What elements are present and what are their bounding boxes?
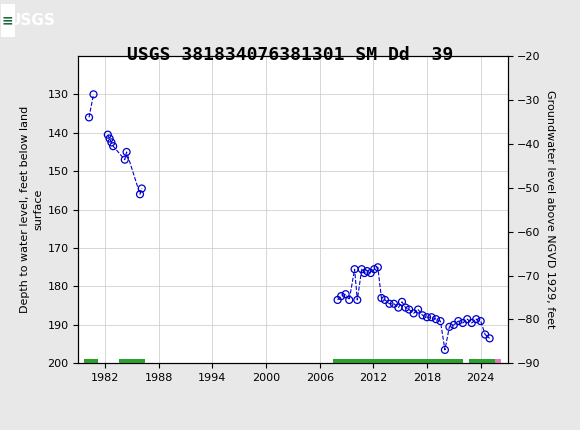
Point [366,270,375,276]
Point [454,318,463,325]
Point [350,266,359,273]
Point [103,131,113,138]
Point [105,135,114,142]
Point [480,331,490,338]
Point [345,297,354,304]
Point [445,323,454,330]
Point [418,312,427,319]
Point [458,319,467,326]
Y-axis label: Depth to water level, feet below land
surface: Depth to water level, feet below land su… [20,106,44,313]
Point [427,314,436,321]
Point [137,185,146,192]
Point [397,298,407,305]
Bar [469,359,495,363]
Point [463,316,472,322]
Point [394,304,403,311]
Bar [495,359,501,363]
Point [401,304,410,311]
Point [472,316,481,322]
Point [369,266,379,273]
Point [108,143,118,150]
Point [357,266,367,273]
Point [385,300,394,307]
Point [485,335,494,342]
Bar [84,359,98,363]
Point [85,114,94,121]
Point [360,270,369,276]
Point [414,306,423,313]
Text: USGS 381834076381301 SM Dd  39: USGS 381834076381301 SM Dd 39 [127,46,453,64]
Point [389,300,398,307]
Point [89,91,98,98]
FancyBboxPatch shape [1,4,15,37]
Point [440,347,450,353]
Point [432,316,441,322]
Point [122,148,131,155]
Bar [333,359,463,363]
Point [341,291,350,298]
Point [422,314,432,321]
Point [476,318,485,325]
Point [373,264,382,271]
Point [380,297,390,304]
Point [336,293,346,300]
Point [404,306,414,313]
Point [362,267,372,275]
Point [450,322,459,329]
Point [436,318,445,325]
Point [353,297,362,304]
Point [107,139,116,146]
Point [120,156,129,163]
Point [409,310,418,317]
Text: USGS: USGS [9,13,56,28]
Point [467,319,476,326]
Y-axis label: Groundwater level above NGVD 1929, feet: Groundwater level above NGVD 1929, feet [545,90,555,329]
Point [377,295,386,301]
Bar [118,359,146,363]
Point [135,191,144,198]
Point [333,297,342,304]
Text: ≡: ≡ [2,13,13,28]
